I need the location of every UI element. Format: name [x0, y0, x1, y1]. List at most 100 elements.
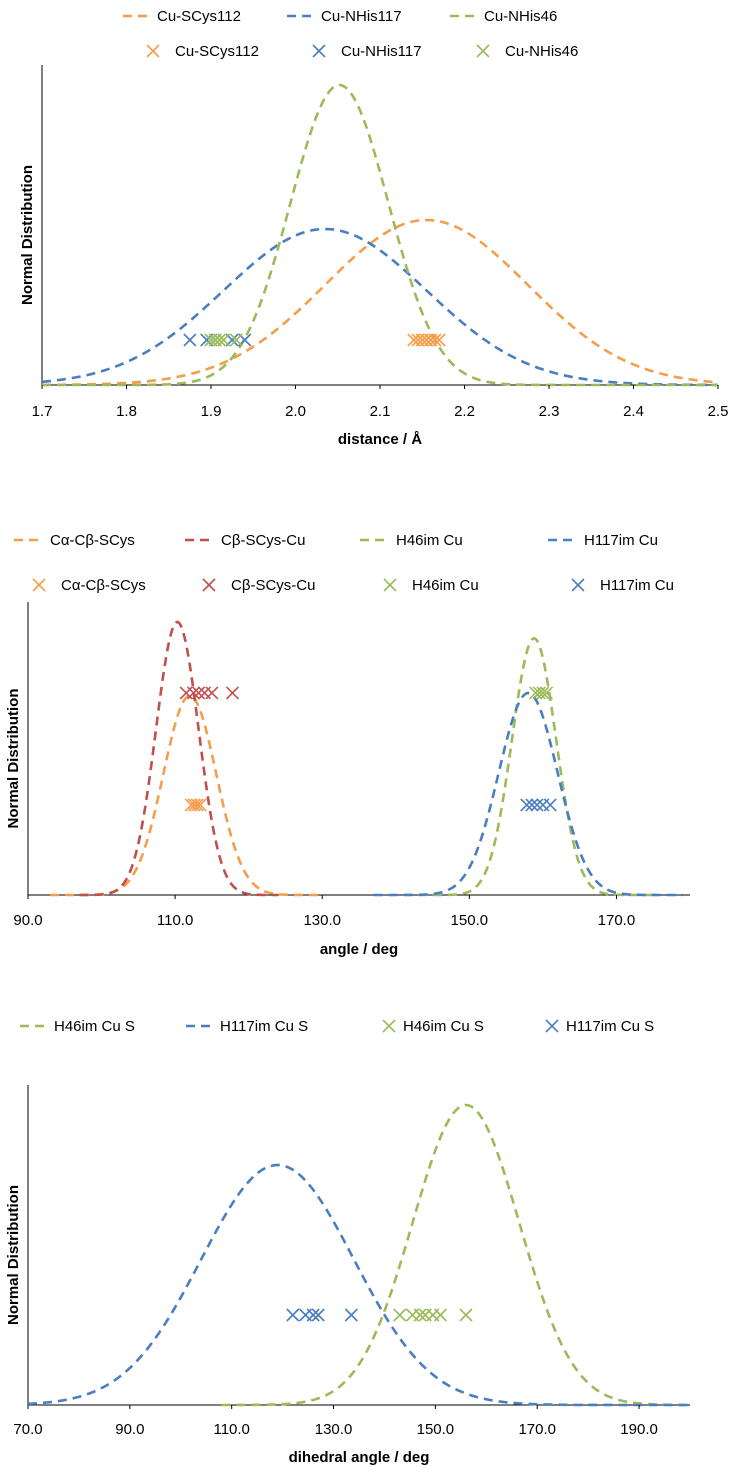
plot-area: [27, 1085, 691, 1407]
legend-label: Cu-SCys112: [175, 43, 259, 60]
point-h117im-cu: [520, 798, 534, 812]
curve-c-scys-cu: [79, 620, 279, 897]
point-h46im-cu: [536, 686, 550, 700]
point-c-scys-cu: [225, 686, 240, 700]
x-tick-label: 2.5: [708, 403, 729, 420]
point-cu-nhis46: [229, 333, 243, 347]
legend-label: Cβ-SCys-Cu: [231, 577, 315, 594]
point-h46im-cu-s: [393, 1308, 407, 1322]
x-tick-label: 2.3: [539, 403, 560, 420]
point-h117im-cu: [543, 798, 557, 812]
point-h46im-cu-s: [413, 1308, 427, 1322]
x-tick-label: 70.0: [13, 1421, 42, 1438]
legend-label: H46im Cu: [412, 577, 479, 594]
x-tick-label: 1.9: [201, 403, 222, 420]
point-h117im-cu-s: [311, 1308, 325, 1322]
x-tick-labels: 1.7 1.8 1.9 2.0 2.1 2.2 2.3 2.4 2.5: [32, 385, 729, 420]
legend-label: H117im Cu S: [220, 1018, 308, 1035]
x-tick-label: 1.8: [116, 403, 137, 420]
legend-label: Cβ-SCys-Cu: [221, 532, 305, 549]
legend-swatch-x: [32, 578, 46, 592]
legend-swatch-x: [571, 578, 585, 592]
legend-label: Cu-NHis117: [341, 43, 422, 60]
legend-label: Cu-NHis46: [484, 8, 557, 25]
x-tick-label: 2.0: [285, 403, 306, 420]
point-h117im-cu: [530, 798, 544, 812]
x-tick-labels: 90.0 110.0 130.0 150.0 170.0: [13, 895, 635, 929]
legend-swatch-x: [146, 44, 160, 58]
x-axis-label: distance / Å: [338, 431, 422, 448]
legend: H46im Cu S H117im Cu S H46im Cu S H117im Cu…: [20, 1018, 654, 1035]
x-tick-label: 2.1: [370, 403, 391, 420]
point-cu-nhis46: [217, 333, 231, 347]
distance-chart: Cu-SCys112 Cu-NHis117 Cu-NHis46 Cu-SCys112 C…: [19, 8, 729, 448]
plot-area: [27, 602, 690, 897]
point-h46im-cu-s: [433, 1308, 448, 1322]
legend-label: Cu-NHis117: [321, 8, 402, 25]
legend: Cα-Cβ-SCys Cβ-SCys-Cu H46im Cu H117im Cu Cα-…: [14, 532, 674, 594]
x-axis-label: angle / deg: [320, 941, 398, 958]
point-c-c-scys: [190, 798, 204, 812]
x-tick-label: 150.0: [417, 1421, 455, 1438]
x-tick-label: 130.0: [303, 912, 341, 929]
point-c-c-scys: [193, 798, 207, 812]
legend-swatch-x: [476, 44, 490, 58]
point-c-c-scys: [187, 798, 201, 812]
x-tick-label: 110.0: [213, 1421, 249, 1438]
curve-h46im-cu: [417, 637, 654, 897]
x-tick-label: 190.0: [620, 1421, 658, 1438]
curve-h117im-cu-s: [27, 1163, 690, 1407]
curve-c-c-scys: [50, 694, 323, 897]
x-tick-label: 130.0: [315, 1421, 353, 1438]
x-tick-label: 150.0: [451, 912, 489, 929]
legend-label: Cu-SCys112: [157, 8, 241, 25]
point-h46im-cu: [540, 686, 554, 700]
point-c-scys-cu: [186, 686, 201, 700]
curve-cu-nhis46: [42, 83, 718, 387]
point-h46im-cu-s: [459, 1308, 473, 1322]
point-h117im-cu-s: [344, 1308, 358, 1322]
x-tick-label: 170.0: [518, 1421, 556, 1438]
y-axis-label: Normal Distribution: [5, 688, 22, 828]
legend-swatch-x: [545, 1019, 559, 1033]
point-h117im-cu-s: [306, 1308, 320, 1322]
legend-label: Cα-Cβ-SCys: [61, 577, 146, 594]
point-h117im-cu: [525, 798, 539, 812]
legend: Cu-SCys112 Cu-NHis117 Cu-NHis46 Cu-SCys112 C…: [123, 8, 578, 60]
y-axis-label: Normal Distribution: [5, 1185, 22, 1325]
point-cu-scys112: [432, 333, 446, 347]
curve-h117im-cu: [373, 691, 683, 897]
x-tick-label: 170.0: [598, 912, 636, 929]
angle-chart: Cα-Cβ-SCys Cβ-SCys-Cu H46im Cu H117im Cu Cα-…: [5, 532, 690, 958]
x-axis-label: dihedral angle / deg: [289, 1449, 430, 1466]
x-tick-label: 1.7: [32, 403, 53, 420]
curve-cu-scys112: [41, 218, 719, 387]
point-c-scys-cu: [205, 686, 219, 700]
curve-cu-nhis117: [41, 227, 719, 387]
plot-area: [41, 65, 719, 387]
dihedral-angle-chart: H46im Cu S H117im Cu S H46im Cu S H117im Cu…: [5, 1018, 691, 1466]
y-axis-label: Normal Distribution: [19, 165, 36, 305]
point-cu-scys112: [428, 333, 442, 347]
legend-label: Cu-NHis46: [505, 43, 578, 60]
legend-label: H117im Cu: [584, 532, 658, 549]
x-tick-label: 2.4: [623, 403, 644, 420]
legend-label: H117im Cu: [600, 577, 674, 594]
x-tick-label: 110.0: [157, 912, 193, 929]
legend-label: H46im Cu S: [54, 1018, 135, 1035]
legend-swatch-x: [383, 578, 397, 592]
legend-swatch-x: [312, 44, 326, 58]
x-tick-label: 90.0: [115, 1421, 144, 1438]
legend-label: H117im Cu S: [566, 1018, 654, 1035]
x-tick-label: 2.2: [454, 403, 475, 420]
legend-label: Cα-Cβ-SCys: [50, 532, 135, 549]
x-tick-label: 90.0: [13, 912, 42, 929]
point-c-scys-cu: [192, 686, 206, 700]
curve-h46im-cu-s: [221, 1103, 691, 1407]
legend-label: H46im Cu: [396, 532, 463, 549]
legend-label: H46im Cu S: [403, 1018, 484, 1035]
legend-swatch-x: [382, 1019, 396, 1033]
x-tick-labels: 70.0 90.0 110.0 130.0 150.0 170.0 190.0: [13, 1405, 658, 1438]
point-h117im-cu-s: [286, 1308, 300, 1322]
legend-swatch-x: [202, 578, 216, 592]
